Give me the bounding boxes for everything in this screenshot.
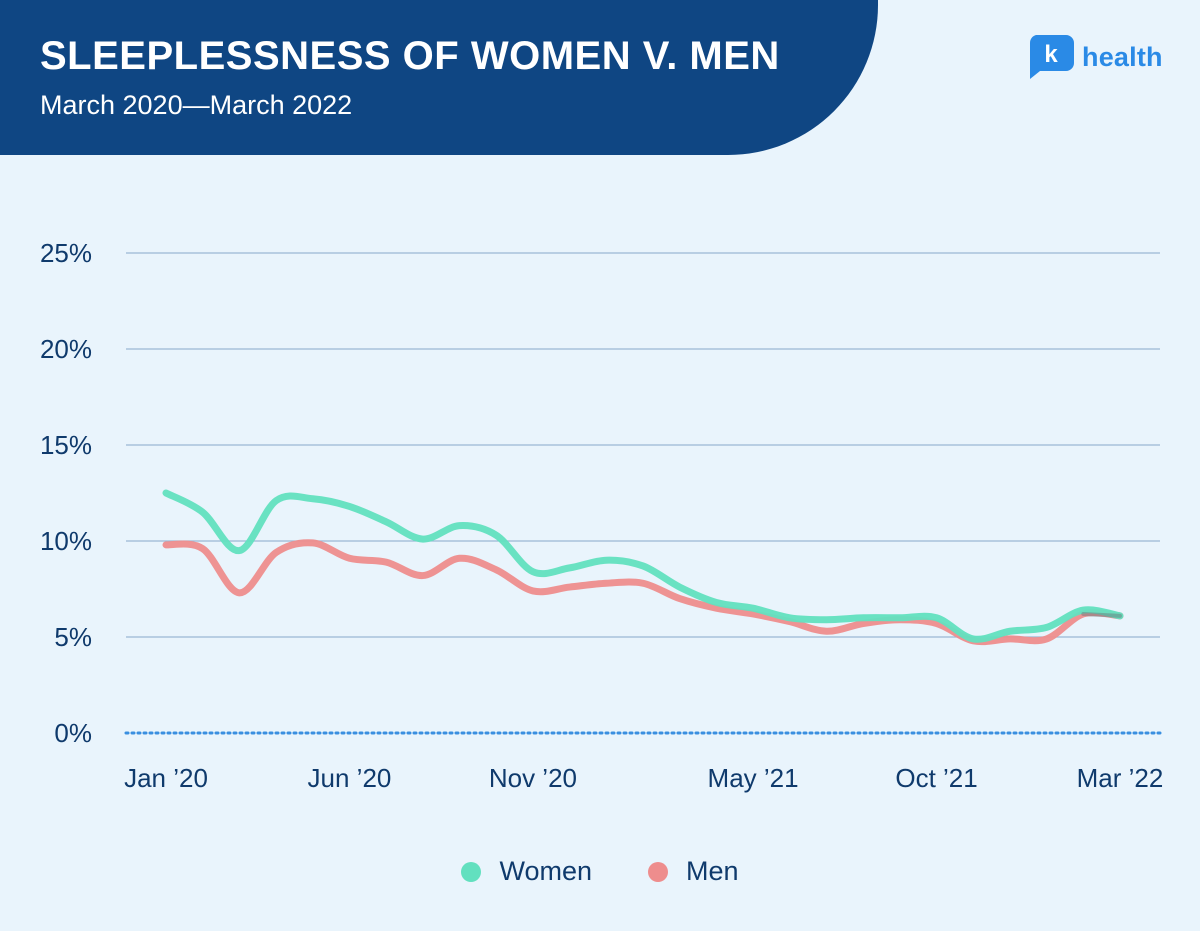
legend-item-women: Women xyxy=(461,856,592,887)
logo-mark-letter: k xyxy=(1044,41,1058,68)
series-overlap-segment xyxy=(1081,611,1122,618)
y-axis-ticks: 25% 20% 15% 10% 5% 0% xyxy=(40,238,92,748)
y-tick-label: 25% xyxy=(40,238,92,268)
chart-subtitle: March 2020—March 2022 xyxy=(40,90,353,120)
y-tick-label: 15% xyxy=(40,430,92,460)
logo-wordmark: health xyxy=(1082,41,1163,72)
legend-item-men: Men xyxy=(648,856,739,887)
gridlines xyxy=(124,252,1162,735)
brand-logo: k health xyxy=(1026,33,1163,81)
x-tick-label: Oct ’21 xyxy=(895,763,977,793)
legend: Women Men xyxy=(0,856,1200,887)
y-tick-label: 0% xyxy=(54,718,92,748)
x-tick-label: May ’21 xyxy=(708,763,799,793)
chart-title: SLEEPLESSNESS OF WOMEN V. MEN xyxy=(40,34,780,78)
series-line-women xyxy=(162,489,1124,643)
legend-label-women: Women xyxy=(499,856,592,886)
series-line-men xyxy=(162,539,1124,646)
y-tick-label: 10% xyxy=(40,526,92,556)
x-tick-label: Nov ’20 xyxy=(489,763,577,793)
series-lines xyxy=(162,489,1124,646)
y-tick-label: 5% xyxy=(54,622,92,652)
header-banner xyxy=(0,0,878,155)
y-tick-label: 20% xyxy=(40,334,92,364)
legend-swatch-men xyxy=(648,861,668,882)
x-tick-label: Mar ’22 xyxy=(1077,763,1164,793)
x-tick-label: Jun ’20 xyxy=(308,763,392,793)
legend-label-men: Men xyxy=(686,856,739,886)
x-tick-label: Jan ’20 xyxy=(124,763,208,793)
x-axis-ticks: Jan ’20 Jun ’20 Nov ’20 May ’21 Oct ’21 Mar ’… xyxy=(124,763,1163,793)
legend-swatch-women xyxy=(461,861,482,882)
chat-bubble-icon: k xyxy=(1029,35,1074,79)
